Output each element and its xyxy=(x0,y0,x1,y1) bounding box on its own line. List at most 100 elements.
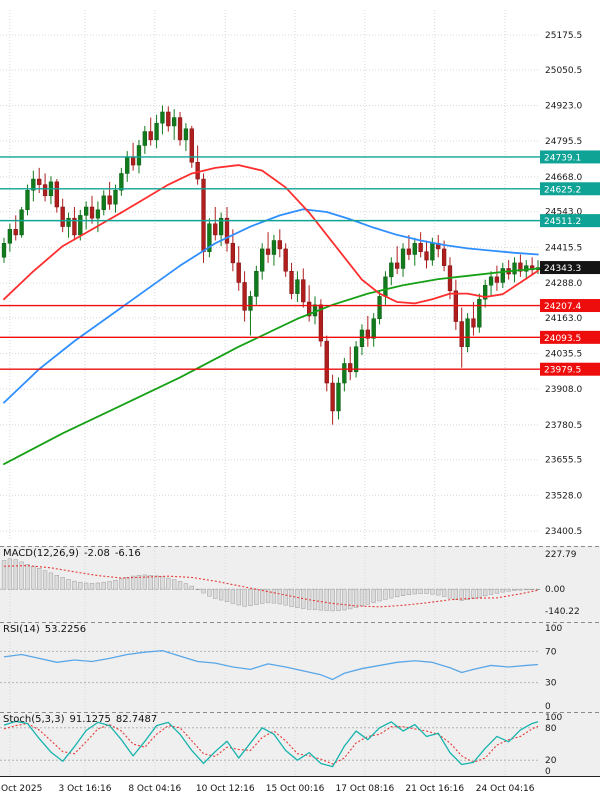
price-tick-label: 24923.0 xyxy=(545,102,582,112)
rsi-label: RSI(14) 53.2256 xyxy=(3,624,86,635)
indicator-tick-label: 20 xyxy=(545,756,557,766)
time-axis-label: 10 Oct 12:16 xyxy=(196,784,255,794)
candle-down xyxy=(72,217,77,236)
candle-up xyxy=(113,189,118,205)
candle-up xyxy=(477,298,482,328)
price-tick-label: 24543.0 xyxy=(545,208,582,218)
support-price-label xyxy=(540,330,600,344)
candle-up xyxy=(172,117,177,127)
price-tick-label: 24795.5 xyxy=(545,137,582,147)
price-tick-label: 24163.0 xyxy=(545,314,582,324)
candle-up xyxy=(336,382,341,412)
candle-down xyxy=(518,262,523,272)
candle-down xyxy=(324,340,329,384)
candle-down xyxy=(424,251,429,261)
stochastic-panel: Stoch(5,3,3) 91.1275 82.7487 100 80 20 0 xyxy=(0,712,600,777)
candle-up xyxy=(25,189,30,211)
candle-down xyxy=(236,262,241,283)
candle-up xyxy=(125,156,130,174)
candle-up xyxy=(359,329,365,347)
resistance-price-label xyxy=(540,214,600,228)
candle-down xyxy=(494,276,500,283)
time-axis-label: 21 Oct 16:16 xyxy=(405,784,464,794)
rsi-value: 53.2256 xyxy=(44,624,87,635)
macd-panel: MACD(12,26,9) -2.08 -6.16 227.79 0.00 -140.2… xyxy=(0,546,600,622)
candle-up xyxy=(524,265,529,272)
candle-down xyxy=(107,195,112,205)
support-price-label-text: 23979.5 xyxy=(544,366,581,376)
time-axis-label: 3 Oct 16:16 xyxy=(59,784,112,794)
candle-up xyxy=(7,229,13,244)
candle-down xyxy=(330,382,335,412)
time-axis: Oct 2025 3 Oct 16:16 8 Oct 04:16 10 Oct 12:… xyxy=(0,777,600,798)
candle-up xyxy=(142,131,147,146)
candle-down xyxy=(395,262,400,269)
price-grid xyxy=(0,10,540,540)
price-tick-label: 24288.0 xyxy=(545,279,582,289)
macd-histogram xyxy=(1,558,541,612)
ma-red-line xyxy=(3,164,539,305)
rsi-panel: RSI(14) 53.2256 100 70 30 0 xyxy=(0,622,600,712)
price-tick-label: 24415.5 xyxy=(545,243,582,253)
candle-down xyxy=(301,279,306,303)
resistance-price-label xyxy=(540,182,600,196)
candle-up xyxy=(160,111,165,124)
support-price-label xyxy=(540,362,600,376)
candle-up xyxy=(488,276,494,286)
indicator-tick-label: 0 xyxy=(545,702,551,712)
macd-label: MACD(12,26,9) -2.08 -6.16 xyxy=(3,548,141,559)
stoch-indicator-name: Stoch(5,3,3) xyxy=(3,714,65,725)
candle-down xyxy=(130,156,136,166)
candle-up xyxy=(383,276,388,297)
price-tick-label: 24668.0 xyxy=(545,173,582,183)
candle-down xyxy=(177,117,183,141)
time-axis-label: 24 Oct 04:16 xyxy=(476,784,535,794)
resistance-price-label xyxy=(540,150,600,164)
candle-down xyxy=(195,162,200,180)
candle-up xyxy=(483,284,488,300)
time-axis-label: Oct 2025 xyxy=(1,784,42,794)
rsi-line xyxy=(3,649,539,681)
price-tick-label: 23400.5 xyxy=(545,527,582,537)
price-chart-canvas: 25175.5 25050.5 24923.0 24795.5 24668.0 24543… xyxy=(0,10,600,540)
indicator-tick-label: 30 xyxy=(545,679,557,689)
candle-up xyxy=(260,248,265,272)
candle-down xyxy=(166,111,171,127)
candle-down xyxy=(13,229,18,236)
candle-up xyxy=(183,128,189,141)
candle-up xyxy=(430,243,435,261)
candle-up xyxy=(136,145,142,166)
candle-down xyxy=(283,248,288,272)
candle-up xyxy=(31,178,36,191)
candle-down xyxy=(365,329,370,339)
candle-up xyxy=(1,243,7,258)
candle-down xyxy=(289,271,294,294)
stoch-d-value: 82.7487 xyxy=(115,714,158,725)
candle-down xyxy=(189,128,194,163)
price-tick-label: 23655.5 xyxy=(545,456,582,466)
candle-up xyxy=(66,217,71,227)
candle-up xyxy=(119,173,124,191)
candle-up xyxy=(19,209,24,236)
stoch-k-value: 91.1275 xyxy=(69,714,111,725)
candle-down xyxy=(318,304,324,342)
time-axis-label: 17 Oct 08:16 xyxy=(336,784,395,794)
resistance-price-label-text: 24511.2 xyxy=(544,217,581,227)
candles xyxy=(1,105,541,425)
candle-up xyxy=(254,271,259,297)
candle-down xyxy=(418,243,423,252)
candle-up xyxy=(101,195,106,211)
candle-up xyxy=(342,363,347,384)
candle-down xyxy=(37,178,42,185)
candle-down xyxy=(277,240,282,250)
candle-down xyxy=(89,206,95,219)
indicator-tick-label: 80 xyxy=(545,724,557,734)
candle-up xyxy=(400,248,406,269)
candle-down xyxy=(60,206,65,227)
candle-up xyxy=(465,318,470,347)
stoch-d-line xyxy=(3,722,539,765)
candle-down xyxy=(242,282,247,311)
candle-up xyxy=(500,268,505,283)
